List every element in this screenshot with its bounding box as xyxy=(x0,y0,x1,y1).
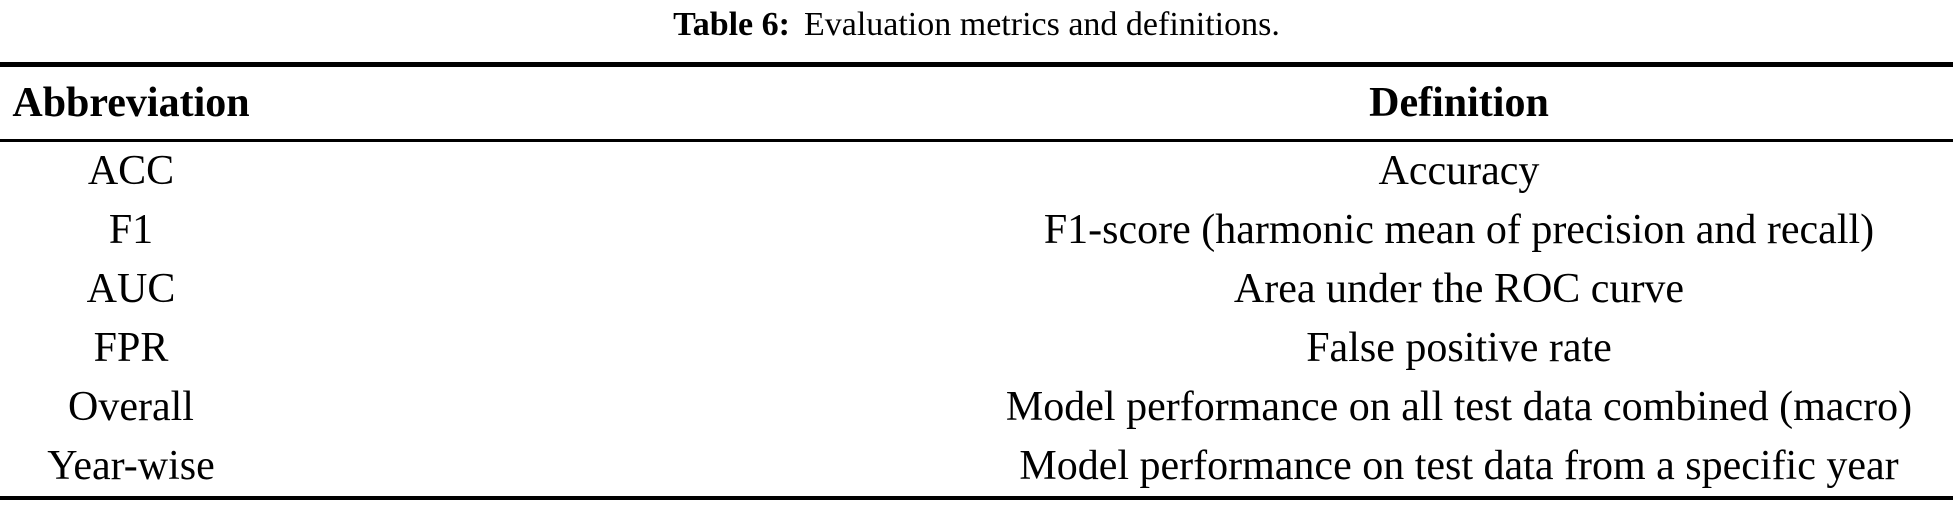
table-top-rule xyxy=(0,62,1953,67)
cell-definition: False positive rate xyxy=(1306,325,1612,371)
table-header-row: Abbreviation Definition xyxy=(0,67,1953,139)
cell-abbreviation: ACC xyxy=(87,148,175,194)
table-caption: Table 6: Evaluation metrics and definitio… xyxy=(0,0,1953,62)
cell-abbreviation: AUC xyxy=(86,266,176,312)
header-abbreviation: Abbreviation xyxy=(12,79,250,126)
cell-definition: Model performance on test data from a sp… xyxy=(1019,443,1899,489)
table-caption-label: Table 6: xyxy=(673,6,790,43)
table-row: F1 F1-score (harmonic mean of precision … xyxy=(0,201,1953,260)
cell-abbreviation: FPR xyxy=(93,325,169,371)
table-mid-rule xyxy=(0,138,1953,142)
header-definition: Definition xyxy=(1369,79,1549,126)
cell-definition: Area under the ROC curve xyxy=(1233,266,1685,312)
table-row: Overall Model performance on all test da… xyxy=(0,378,1953,437)
cell-abbreviation: Year-wise xyxy=(47,443,215,489)
cell-abbreviation: F1 xyxy=(108,207,154,253)
table-body: ACC Accuracy F1 F1-score (harmonic mean … xyxy=(0,142,1953,496)
cell-definition: Accuracy xyxy=(1378,148,1540,194)
cell-abbreviation: Overall xyxy=(68,384,194,430)
cell-definition: F1-score (harmonic mean of precision and… xyxy=(1043,207,1875,253)
table-row: AUC Area under the ROC curve xyxy=(0,260,1953,319)
table-row: Year-wise Model performance on test data… xyxy=(0,437,1953,496)
table-caption-text: Evaluation metrics and definitions. xyxy=(803,6,1280,43)
cell-definition: Model performance on all test data combi… xyxy=(1005,384,1913,430)
table-bottom-rule xyxy=(0,495,1953,500)
table-row: FPR False positive rate xyxy=(0,319,1953,378)
table-row: ACC Accuracy xyxy=(0,142,1953,201)
